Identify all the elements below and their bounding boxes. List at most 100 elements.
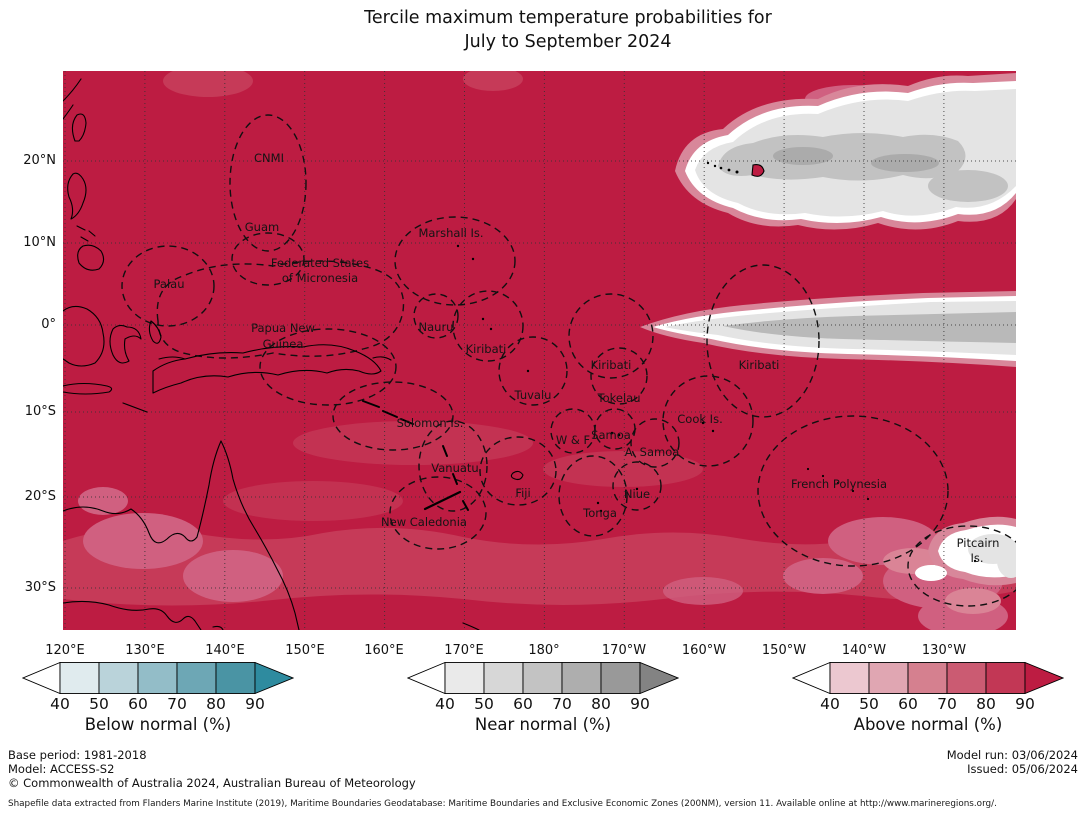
lon-tick: 180° <box>528 643 560 658</box>
map-label-american-samoa: A. Samoa <box>625 445 680 459</box>
lon-tick: 150°E <box>285 643 325 658</box>
lon-tick: 170°E <box>444 643 484 658</box>
coastlines <box>63 78 524 630</box>
lat-tick: 10°N <box>23 235 56 250</box>
lon-tick: 140°W <box>841 643 887 658</box>
map-label-solomon: Solomon Is. <box>397 416 464 430</box>
title-line-1: Tercile maximum temperature probabilitie… <box>364 8 772 28</box>
footer-right: Model run: 03/06/2024 Issued: 05/06/2024 <box>947 748 1078 776</box>
legend-caption-below-normal: Below normal (%) <box>84 715 232 734</box>
page-title: Tercile maximum temperature probabilitie… <box>364 6 772 54</box>
map-label-samoa: Samoa <box>591 428 631 442</box>
colorbar-left-arrow <box>22 662 61 694</box>
near-normal-hawaii-blob <box>675 73 1016 230</box>
colorbar-segment <box>829 662 870 694</box>
map-label-png-line2: Guinea <box>263 337 304 351</box>
map-label-tuvalu: Tuvalu <box>514 388 552 402</box>
map-label-wallis-futuna: W & F <box>556 433 590 447</box>
map-label-fsm-line2: of Micronesia <box>282 271 358 285</box>
colorbar-above-normal <box>792 662 1064 694</box>
above-normal-shading <box>63 71 1016 630</box>
legend-below-normal: 40 50 60 70 80 90 Below normal (%) <box>22 662 294 742</box>
map-label-nauru: Nauru <box>419 320 454 334</box>
colorbar-segment <box>868 662 909 694</box>
lat-tick: 0° <box>41 317 56 332</box>
footer-left: Base period: 1981-2018 Model: ACCESS-S2 … <box>8 748 416 790</box>
colorbar-near-normal <box>407 662 679 694</box>
lon-tick: 170°W <box>601 643 647 658</box>
lon-tick: 160°E <box>364 643 404 658</box>
colorbar-segment <box>137 662 178 694</box>
lon-tick: 150°W <box>761 643 807 658</box>
colorbar-right-arrow <box>1024 662 1064 694</box>
map-label-cook: Cook Is. <box>677 412 722 426</box>
island-markers <box>456 161 977 563</box>
map-label-palau: Palau <box>154 277 185 291</box>
map-label-kiribati-line: Kiribati <box>739 358 780 372</box>
legend-tick: 90 <box>630 695 650 713</box>
map-label-png-line1: Papua New <box>251 321 315 335</box>
legend-tick: 40 <box>435 695 455 713</box>
legend-tick: 80 <box>206 695 226 713</box>
map-label-tonga: Tonga <box>582 506 617 520</box>
map-label-pitcairn-line1: Pitcairn <box>957 536 1000 550</box>
map-label-kiribati-gilbert: Kiribati <box>466 342 507 356</box>
lon-tick: 120°E <box>45 643 85 658</box>
legend-tick: 70 <box>552 695 572 713</box>
map-label-kiribati-phoenix: Kiribati <box>591 358 632 372</box>
legend-tick: 60 <box>513 695 533 713</box>
colorbar-segment <box>483 662 524 694</box>
legend-tick: 40 <box>50 695 70 713</box>
near-normal-equatorial-tongue <box>640 291 1016 367</box>
colorbar-segment <box>59 662 100 694</box>
legend-tick: 50 <box>474 695 494 713</box>
lat-tick: 10°S <box>24 404 56 419</box>
map-label-fsm-line1: Federated States <box>271 256 369 270</box>
legend-tick: 90 <box>1015 695 1035 713</box>
model-text: Model: ACCESS-S2 <box>8 762 115 776</box>
map-label-vanuatu: Vanuatu <box>431 461 478 475</box>
hawaii-big-island <box>751 164 765 177</box>
legend-caption-above-normal: Above normal (%) <box>853 715 1003 734</box>
map-label-french-polynesia: French Polynesia <box>791 477 887 491</box>
lon-tick: 130°E <box>125 643 165 658</box>
legend-caption-near-normal: Near normal (%) <box>474 715 612 734</box>
legend-tick: 90 <box>245 695 265 713</box>
colorbar-segment <box>985 662 1026 694</box>
colorbar-segment <box>522 662 563 694</box>
legend-tick: 70 <box>937 695 957 713</box>
legend-tick: 80 <box>976 695 996 713</box>
map-label-new-caledonia: New Caledonia <box>381 515 467 529</box>
colorbar-segment <box>600 662 641 694</box>
legend-above-normal: 40 50 60 70 80 90 Above normal (%) <box>792 662 1064 742</box>
lat-tick: 20°S <box>24 489 56 504</box>
lon-tick: 130°W <box>921 643 967 658</box>
lon-tick: 140°E <box>205 643 245 658</box>
colorbar-segment <box>907 662 948 694</box>
map-label-niue: Niue <box>624 487 650 501</box>
near-normal-pitcairn-blob <box>915 516 1016 586</box>
legend-tick: 50 <box>89 695 109 713</box>
legend-tick: 60 <box>898 695 918 713</box>
colorbar-right-arrow <box>639 662 679 694</box>
map-labels: CNMI Guam Marshall Is. Palau Federated S… <box>154 151 1000 565</box>
legend-tick: 50 <box>859 695 879 713</box>
map-label-marshall: Marshall Is. <box>418 226 483 240</box>
map-label-fiji: Fiji <box>515 486 530 500</box>
colorbar-segment <box>444 662 485 694</box>
map-label-cnmi: CNMI <box>254 151 284 165</box>
map-label-guam: Guam <box>245 220 279 234</box>
lat-tick: 20°N <box>23 153 56 168</box>
legend-near-normal: 40 50 60 70 80 90 Near normal (%) <box>407 662 679 742</box>
probability-map: CNMI Guam Marshall Is. Palau Federated S… <box>63 71 1016 630</box>
eez-boundaries <box>121 114 1016 607</box>
shapefile-attribution: Shapefile data extracted from Flanders M… <box>8 799 997 809</box>
model-run-text: Model run: 03/06/2024 <box>946 748 1078 762</box>
colorbar-segment <box>215 662 256 694</box>
title-line-2: July to September 2024 <box>464 32 672 52</box>
colorbar-left-arrow <box>407 662 446 694</box>
colorbar-segment <box>946 662 987 694</box>
colorbar-left-arrow <box>792 662 831 694</box>
graticule <box>63 71 1016 630</box>
